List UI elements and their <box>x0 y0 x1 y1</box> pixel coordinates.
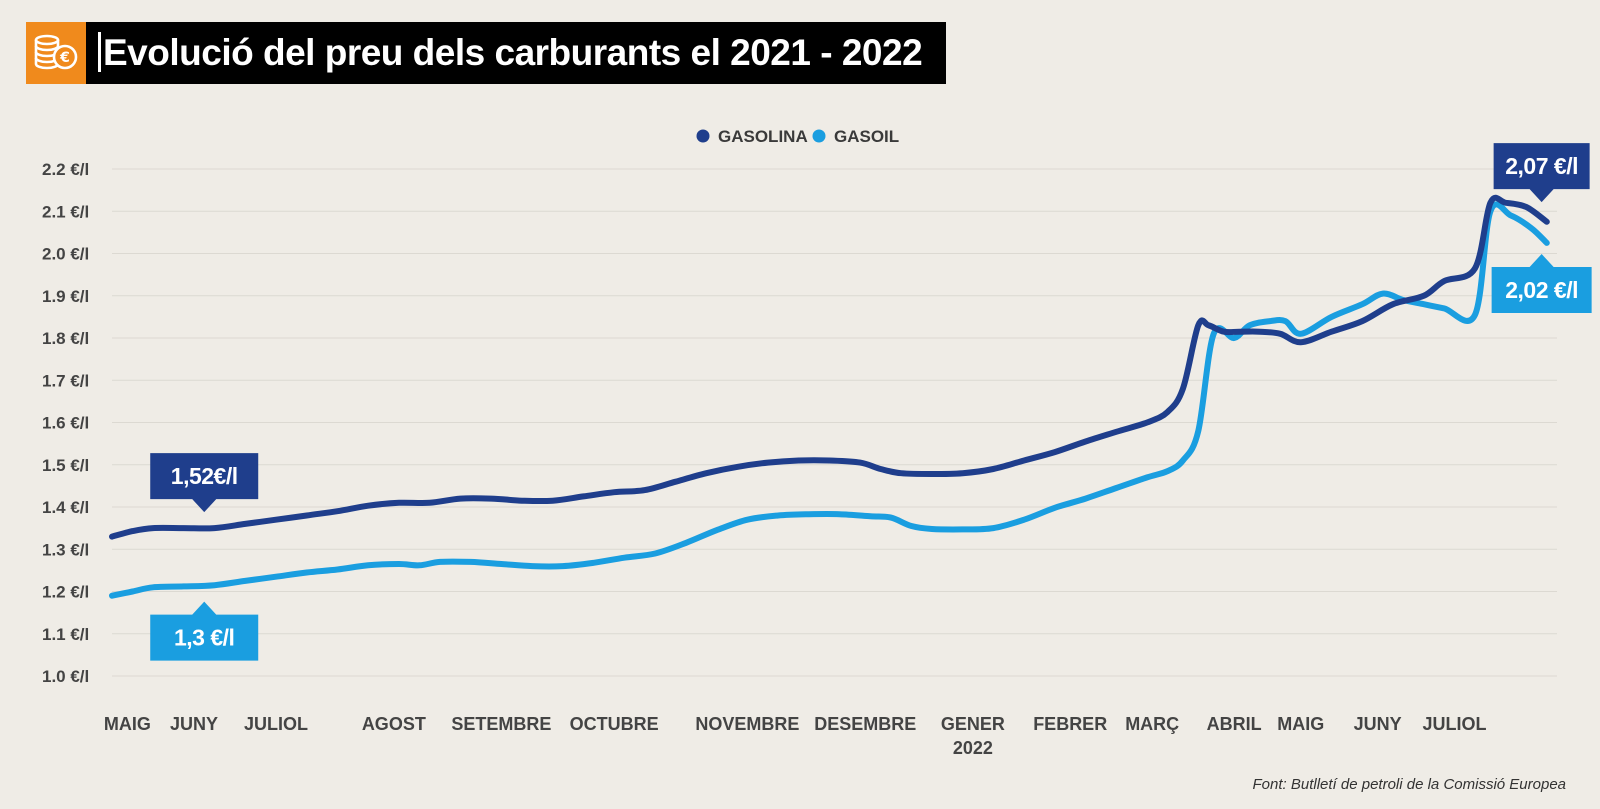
x-tick-label: NOVEMBRE <box>695 714 799 734</box>
callout-box <box>150 453 259 513</box>
x-tick-label: JUNY <box>170 714 218 734</box>
y-tick-label: 1.3 €/l <box>42 540 89 559</box>
legend-label-gasolina: GASOLINA <box>718 127 808 146</box>
callout-label: 2,02 €/l <box>1505 277 1578 303</box>
y-tick-label: 1.0 €/l <box>42 667 89 686</box>
y-tick-label: 1.4 €/l <box>42 498 89 517</box>
x-tick-label: JUNY <box>1354 714 1402 734</box>
callouts: 1,52€/l 1,3 €/l 2,07 €/l 2,02 €/l <box>150 143 1592 661</box>
y-tick-label: 1.6 €/l <box>42 414 89 433</box>
x-tick-label-year: 2022 <box>953 738 993 758</box>
callout-label: 1,52€/l <box>171 463 238 489</box>
callout-box <box>150 601 259 661</box>
y-tick-label: 1.7 €/l <box>42 371 89 390</box>
x-tick-label: MAIG <box>104 714 151 734</box>
y-tick-label: 2.1 €/l <box>42 202 89 221</box>
x-tick-label: OCTUBRE <box>570 714 659 734</box>
chart-title: Evolució del preu dels carburants el 202… <box>86 22 946 84</box>
callout-label: 1,3 €/l <box>174 625 234 651</box>
y-tick-label: 1.9 €/l <box>42 287 89 306</box>
x-tick-label: JULIOL <box>244 714 308 734</box>
y-tick-label: 1.2 €/l <box>42 583 89 602</box>
x-tick-label: JULIOL <box>1423 714 1487 734</box>
callout-box <box>1493 143 1590 203</box>
y-tick-label: 1.1 €/l <box>42 625 89 644</box>
legend-label-gasoil: GASOIL <box>834 127 899 146</box>
x-tick-label: SETEMBRE <box>451 714 551 734</box>
source-note: Font: Butlletí de petroli de la Comissió… <box>1252 776 1567 793</box>
x-tick-label: MAIG <box>1277 714 1324 734</box>
x-tick-label: FEBRER <box>1033 714 1107 734</box>
svg-text:€: € <box>59 50 70 66</box>
legend-marker-gasolina <box>696 129 710 143</box>
callout-label: 2,07 €/l <box>1505 153 1578 179</box>
x-axis-ticks: MAIG JUNY JULIOL AGOST SETEMBRE OCTUBRE NOVEMB… <box>104 714 1487 758</box>
x-tick-label: DESEMBRE <box>814 714 916 734</box>
coins-euro-icon: € <box>26 22 86 84</box>
y-tick-label: 1.5 €/l <box>42 456 89 475</box>
y-tick-label: 1.8 €/l <box>42 329 89 348</box>
x-tick-label: MARÇ <box>1125 714 1179 734</box>
legend-marker-gasoil <box>812 129 826 143</box>
legend: GASOLINA GASOIL <box>696 127 899 146</box>
y-tick-label: 2.2 €/l <box>42 160 89 179</box>
x-tick-label: AGOST <box>362 714 426 734</box>
y-tick-label: 2.0 €/l <box>42 245 89 264</box>
series-lines <box>109 194 1550 599</box>
series-line-gasoil <box>109 201 1550 599</box>
callout-box <box>1491 254 1592 314</box>
series-line-gasolina <box>109 194 1550 540</box>
x-tick-label: GENER <box>941 714 1005 734</box>
x-tick-label: ABRIL <box>1207 714 1262 734</box>
y-axis-ticks: 1.0 €/l 1.1 €/l 1.2 €/l 1.3 €/l 1.4 €/l 1.5 €… <box>42 160 89 686</box>
grid-lines <box>112 168 1557 677</box>
title-bar: € Evolució del preu dels carburants el 2… <box>26 22 946 84</box>
